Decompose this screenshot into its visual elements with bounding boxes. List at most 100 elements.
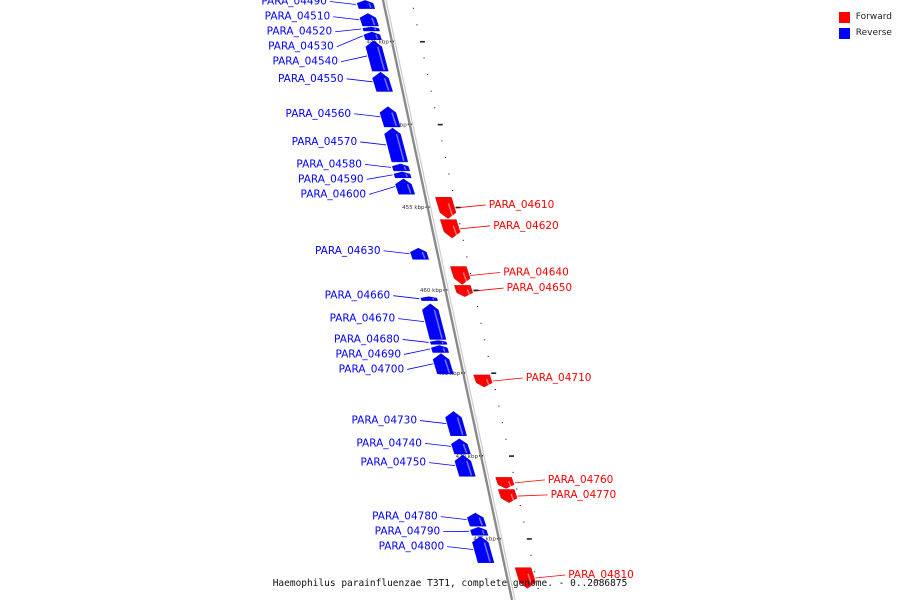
gene-label-para_04600[interactable]: PARA_04600 [301,188,367,200]
legend-label-forward: Forward [855,12,892,22]
legend-swatch-forward [838,11,850,23]
gene-highlight [444,359,451,374]
gene-arrow-para_04520[interactable] [362,26,380,32]
gene-leader-line [424,442,452,447]
gene-label-para_04580[interactable]: PARA_04580 [296,158,362,170]
gene-highlight [433,309,443,339]
gene-arrow-para_04780[interactable] [467,512,487,527]
gene-arrow-para_04750[interactable] [454,454,476,477]
gene-label-para_04670[interactable]: PARA_04670 [330,313,396,325]
gene-arrow-para_04530[interactable] [363,31,382,40]
gene-leader-line [429,462,456,467]
ruler-mark [505,438,507,440]
ruler-mark [469,272,471,274]
gene-label-para_04510[interactable]: PARA_04510 [265,11,331,23]
gene-leader-line [514,479,545,484]
gene-leader-line [354,113,381,118]
gene-arrow-para_04730[interactable] [445,411,467,436]
gene-arrow-para_04810[interactable] [514,567,536,589]
gene-arrow-para_04550[interactable] [372,71,393,92]
gene-label-para_04800[interactable]: PARA_04800 [379,541,445,553]
gene-arrow-para_04490[interactable] [356,0,376,9]
map-caption: Haemophilus parainfluenzae T3T1, complet… [272,578,628,589]
gene-label-para_04810[interactable]: PARA_04810 [568,569,634,581]
gene-arrow-para_04770[interactable] [497,489,518,503]
gene-leader-line [535,574,566,579]
gene-arrow-para_04800[interactable] [472,536,495,563]
gene-label-para_04760[interactable]: PARA_04760 [548,474,614,486]
gene-arrow-para_04510[interactable] [359,13,379,27]
gene-highlight [527,573,534,588]
gene-label-para_04490[interactable]: PARA_04490 [261,0,327,7]
gene-arrow-para_04620[interactable] [439,219,461,239]
gene-label-para_04530[interactable]: PARA_04530 [268,41,334,53]
gene-leader-line [368,186,396,195]
gene-highlight [406,183,412,194]
gene-arrow-para_04790[interactable] [470,527,489,536]
gene-arrow-para_04560[interactable] [379,106,401,128]
gene-label-para_04680[interactable]: PARA_04680 [334,333,400,345]
gene-label-para_04540[interactable]: PARA_04540 [272,56,338,68]
gene-arrow-para_04740[interactable] [451,438,471,455]
gene-highlight [377,46,386,71]
gene-arrow-para_04590[interactable] [393,171,412,179]
ruler-mark [444,156,447,158]
gene-arrow-para_04540[interactable] [365,40,389,72]
gene-arrow-para_04580[interactable] [391,163,411,172]
ruler-mark [530,554,532,556]
gene-leader-line [455,204,486,209]
gene-arrow-para_04650[interactable] [454,285,474,297]
ruler-mark [480,322,482,324]
gene-leader-line [336,35,363,48]
gene-label-para_04700[interactable]: PARA_04700 [339,363,405,375]
gene-label-para_04610[interactable]: PARA_04610 [489,199,555,211]
ruler-mark [516,488,518,490]
gene-arrow-para_04710[interactable] [473,374,493,388]
gene-label-para_04730[interactable]: PARA_04730 [352,415,418,427]
gene-label-para_04750[interactable]: PARA_04750 [361,457,427,469]
gene-label-para_04550[interactable]: PARA_04550 [278,73,344,85]
ruler-mark [448,173,450,175]
gene-arrow-para_04760[interactable] [495,477,515,489]
gene-label-para_04710[interactable]: PARA_04710 [526,372,592,384]
gene-arrow-para_04640[interactable] [450,266,471,285]
gene-arrow-para_04600[interactable] [395,178,416,195]
gene-arrow-para_04630[interactable] [410,247,430,260]
gene-label-para_04650[interactable]: PARA_04650 [507,282,573,294]
ruler-mark [537,587,539,589]
gene-label-para_04660[interactable]: PARA_04660 [325,290,391,302]
gene-leader-line [360,141,387,146]
gene-label-para_04780[interactable]: PARA_04780 [372,511,438,523]
gene-label-para_04690[interactable]: PARA_04690 [335,348,401,360]
ruler-mark [508,455,514,457]
gene-label-para_04740[interactable]: PARA_04740 [356,437,422,449]
gene-arrow-para_04610[interactable] [435,197,457,219]
gene-label-para_04640[interactable]: PARA_04640 [503,266,569,278]
gene-arrow-para_04690[interactable] [431,345,450,353]
gene-leader-line [383,250,410,255]
gene-label-para_04630[interactable]: PARA_04630 [315,245,381,257]
gene-arrow-para_04670[interactable] [422,303,447,340]
gene-label-para_04590[interactable]: PARA_04590 [298,173,364,185]
gene-highlight [466,460,473,476]
gene-label-para_04570[interactable]: PARA_04570 [292,136,358,148]
gene-arrow-para_04570[interactable] [384,127,409,163]
gene-label-para_04770[interactable]: PARA_04770 [551,489,617,501]
gene-arrow-para_04660[interactable] [420,296,438,301]
gene-label-para_04790[interactable]: PARA_04790 [375,526,441,538]
gene-label-para_04560[interactable]: PARA_04560 [286,108,352,120]
gene-arrow-para_04700[interactable] [432,353,454,375]
legend: Forward Reverse [838,9,892,41]
axis-tick-label: 470 kbp [456,454,479,460]
gene-leader-line [470,272,501,276]
ruler-mark [437,123,443,126]
gene-arrow-para_04680[interactable] [429,340,448,345]
sequence-backbone [381,0,514,600]
gene-highlight [432,297,435,301]
ruler-mark [526,538,532,540]
ruler-mark [512,471,514,473]
gene-label-para_04520[interactable]: PARA_04520 [267,26,333,38]
gene-label-para_04620[interactable]: PARA_04620 [493,220,559,232]
axis-tick-label: 445 kbp [366,39,389,45]
